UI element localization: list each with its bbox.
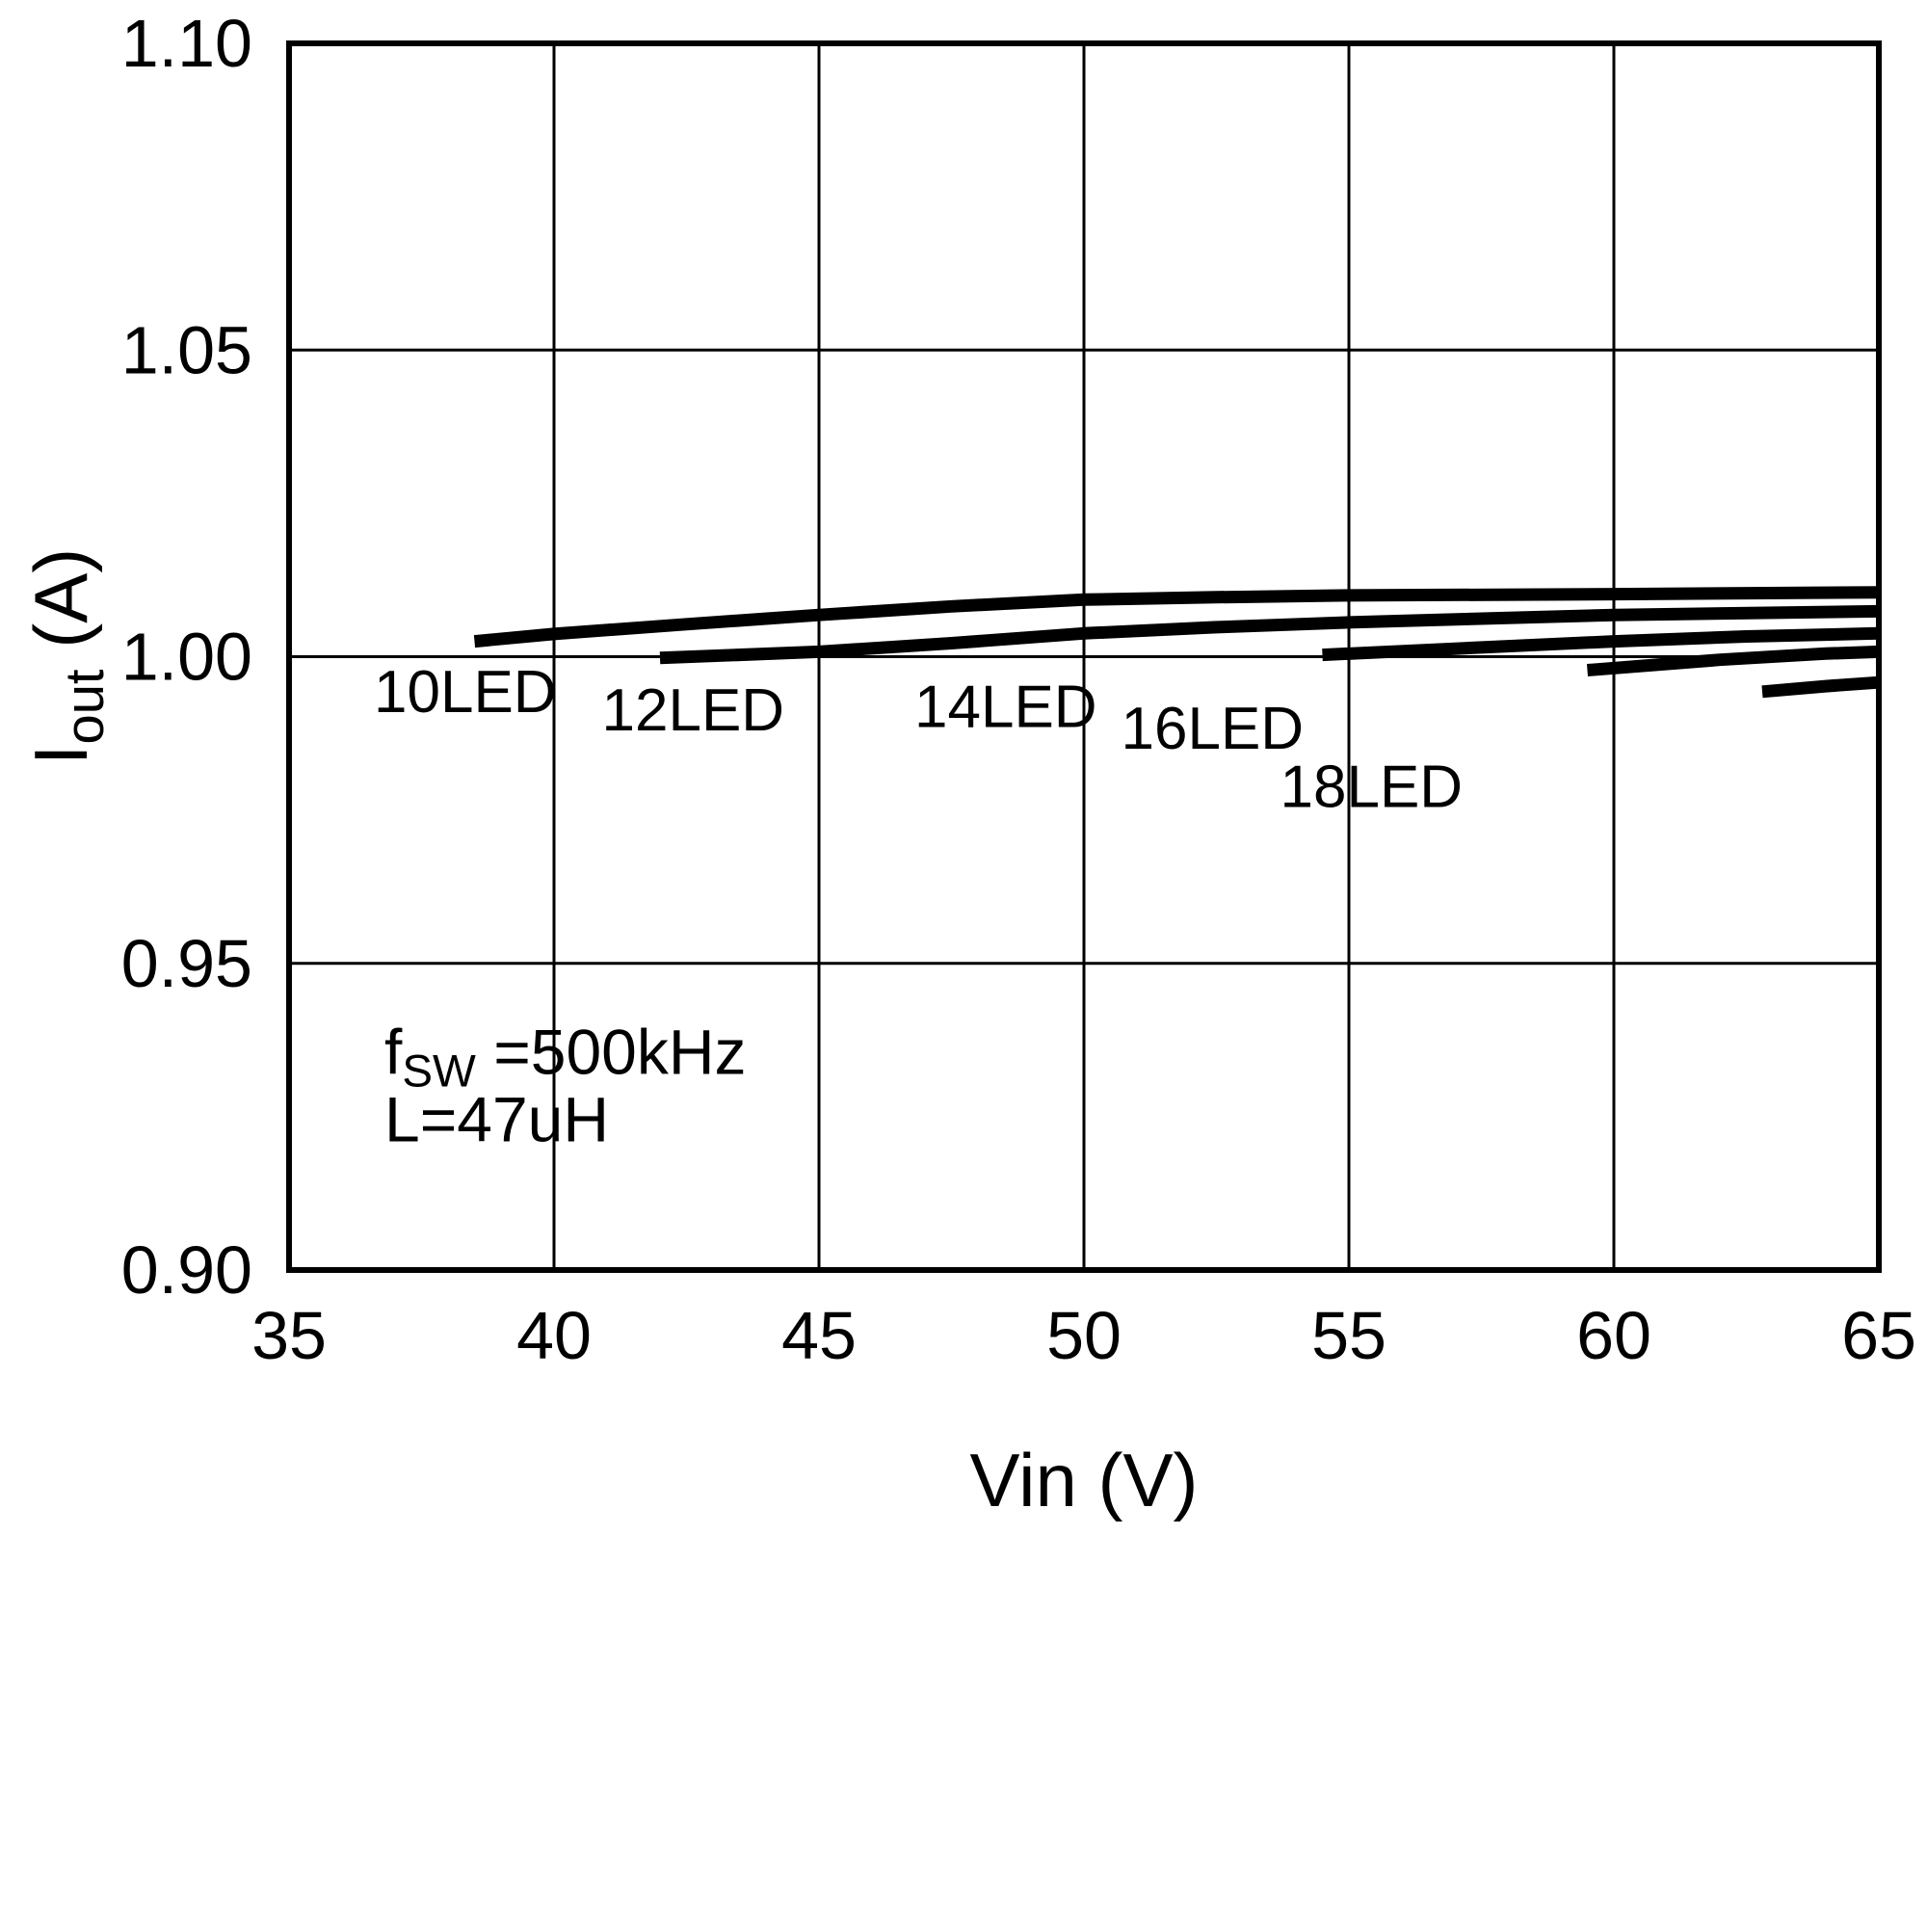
y-tick-label: 0.95 <box>121 926 252 1001</box>
y-tick-label: 1.00 <box>121 620 252 695</box>
y-tick-label: 1.05 <box>121 312 252 387</box>
x-tick-label: 65 <box>1841 1298 1916 1373</box>
x-tick-label: 45 <box>781 1298 857 1373</box>
series-label-10LED: 10LED <box>374 659 557 726</box>
y-tick-label: 1.10 <box>121 6 252 81</box>
annotation-line-1: fSW =500kHz <box>384 1016 747 1097</box>
x-tick-label: 35 <box>251 1298 327 1373</box>
series-label-12LED: 12LED <box>602 677 785 744</box>
x-tick-label: 50 <box>1046 1298 1122 1373</box>
x-tick-label: 55 <box>1311 1298 1386 1373</box>
series-line-18LED <box>1761 675 1880 699</box>
series-line-14LED <box>1322 626 1880 662</box>
x-tick-label: 40 <box>516 1298 592 1373</box>
series-line-10LED <box>473 586 1880 648</box>
series-label-18LED: 18LED <box>1280 754 1464 820</box>
series-label-14LED: 14LED <box>914 675 1097 741</box>
y-axis-title: Iout (A) <box>18 548 115 765</box>
y-tick-label: 0.90 <box>121 1232 252 1308</box>
series-line-16LED <box>1586 645 1880 676</box>
series-label-16LED: 16LED <box>1122 696 1305 762</box>
x-axis-title: Vin (V) <box>970 1438 1199 1522</box>
annotation-line-2: L=47uH <box>384 1083 609 1154</box>
x-tick-label: 60 <box>1576 1298 1651 1373</box>
series-line-12LED <box>659 604 1880 665</box>
